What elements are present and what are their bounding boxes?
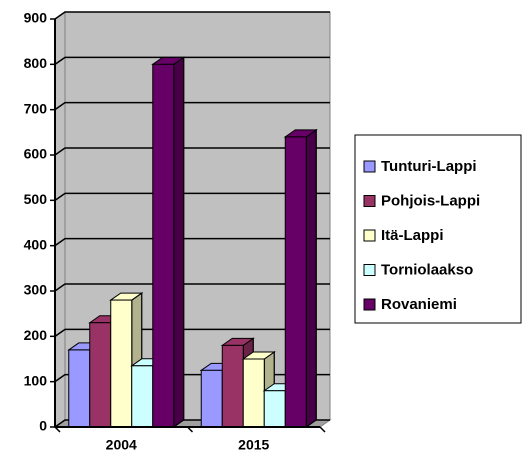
side-wall: [54, 11, 66, 428]
grid-line: [54, 192, 330, 201]
bar: [242, 358, 265, 428]
y-tick-label: 600: [24, 146, 48, 162]
bar: [89, 322, 112, 428]
y-tick-label: 700: [24, 100, 48, 116]
legend-label: Rovaniemi: [381, 296, 457, 313]
bar: [110, 299, 133, 428]
legend-swatch: [363, 264, 376, 276]
grid-line: [54, 101, 330, 111]
legend-swatch: [363, 229, 376, 242]
bar: [131, 365, 154, 428]
legend-label: Tunturi-Lappi: [381, 158, 477, 175]
bar: [284, 136, 307, 428]
y-tick-label: 0: [39, 418, 47, 434]
y-tick-label: 500: [24, 191, 48, 207]
legend-swatch: [363, 160, 376, 173]
bar: [68, 349, 91, 428]
grid-line: [54, 56, 330, 65]
legend-swatch: [363, 195, 376, 207]
bar: [200, 369, 223, 428]
grid-line: [54, 283, 330, 292]
legend-label: Pohjois-Lappi: [381, 192, 480, 209]
y-tick-label: 900: [24, 10, 48, 26]
x-tick: [319, 426, 326, 433]
legend-box: [354, 134, 522, 324]
grid-line: [54, 328, 330, 337]
y-tick-label: 400: [24, 236, 48, 252]
x-tick-label: 2004: [106, 437, 137, 453]
x-tick-label: 2015: [238, 437, 269, 453]
legend-swatch: [363, 298, 376, 311]
grid-line: [54, 237, 330, 247]
bar: [152, 63, 175, 428]
y-tick-label: 800: [24, 55, 48, 71]
bar-side-shade: [305, 128, 317, 428]
grid-line: [54, 11, 330, 20]
legend-label: Itä-Lappi: [381, 227, 444, 244]
bar: [221, 344, 244, 428]
y-tick-label: 300: [24, 282, 48, 298]
bar: [263, 390, 286, 428]
legend-label: Torniolaakso: [381, 261, 473, 278]
grid-line: [54, 147, 330, 156]
y-tick-label: 200: [24, 327, 48, 343]
bar-side-shade: [173, 56, 185, 428]
y-tick-label: 100: [24, 372, 48, 388]
